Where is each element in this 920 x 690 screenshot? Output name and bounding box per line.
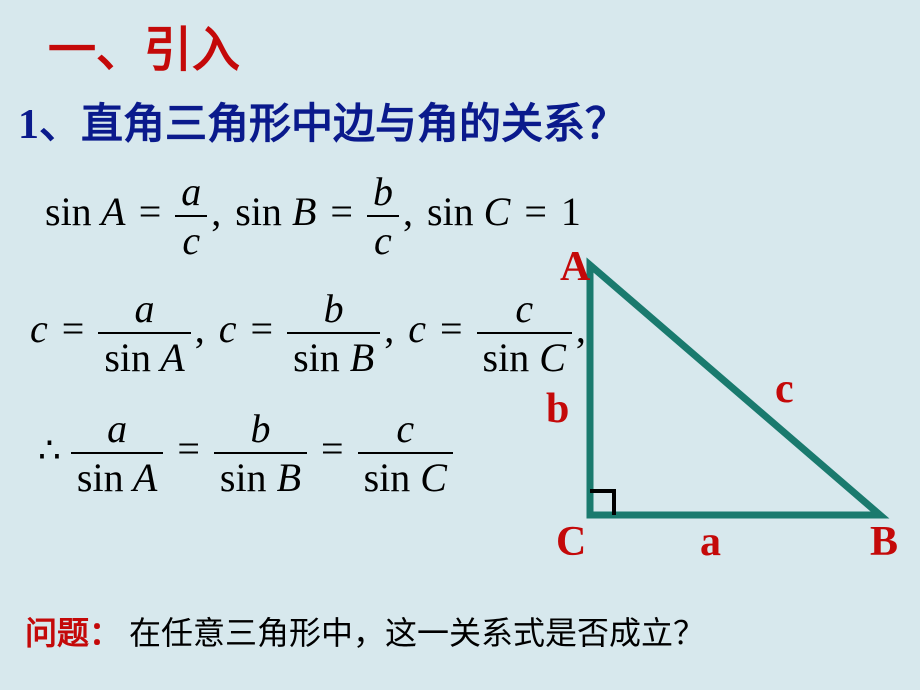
question-text: 在任意三角形中，这一关系式是否成立？	[129, 615, 705, 651]
subsection-heading: 1、直角三角形中边与角的关系？	[18, 90, 627, 151]
var-B: B	[292, 189, 316, 234]
fraction-a-c: a c	[175, 168, 207, 264]
equals: =	[436, 306, 467, 351]
section-title: 一、引入	[48, 10, 240, 80]
equals: =	[58, 306, 89, 351]
equals: =	[173, 426, 204, 471]
fraction-b-c: b c	[367, 168, 399, 264]
sin-text: sin	[235, 189, 282, 234]
var-c: c	[219, 306, 237, 351]
vertex-B-label: B	[870, 518, 898, 566]
equation-line-2: c = a sin A , c = b sin B , c = c sin C …	[30, 285, 590, 381]
fraction-b-sinB: b sin B	[287, 285, 380, 381]
vertex-A-label: A	[560, 243, 590, 291]
fraction-a-sinA: a sin A	[98, 285, 190, 381]
var-c: c	[408, 306, 426, 351]
equals: =	[520, 189, 551, 234]
sin-text: sin	[45, 189, 92, 234]
therefore-symbol: ∴	[38, 430, 61, 470]
equals: =	[135, 189, 166, 234]
side-c-label: c	[775, 365, 794, 413]
side-b-label: b	[546, 385, 569, 433]
equation-line-3: ∴ a sin A = b sin B = c sin C	[38, 405, 453, 501]
vertex-C-label: C	[556, 518, 586, 566]
comma: ,	[207, 189, 225, 234]
sin-text: sin	[427, 189, 474, 234]
const-one: 1	[561, 189, 581, 234]
question-row: 问题： 在任意三角形中，这一关系式是否成立？	[25, 608, 705, 654]
comma: ,	[191, 306, 209, 351]
equals: =	[326, 189, 357, 234]
comma: ,	[399, 189, 417, 234]
slide: 一、引入 1、直角三角形中边与角的关系？ sin A = a c , sin B…	[0, 0, 920, 690]
fraction-b-sinB: b sin B	[214, 405, 307, 501]
equation-line-1: sin A = a c , sin B = b c , sin C = 1	[45, 168, 581, 264]
fraction-a-sinA: a sin A	[71, 405, 163, 501]
equals: =	[247, 306, 278, 351]
comma: ,	[380, 306, 398, 351]
side-a-label: a	[700, 518, 721, 566]
equals: =	[317, 426, 348, 471]
var-C: C	[484, 189, 511, 234]
fraction-c-sinC: c sin C	[358, 405, 453, 501]
var-c: c	[30, 306, 48, 351]
question-label: 问题：	[25, 615, 121, 651]
triangle-svg	[550, 255, 910, 565]
right-triangle-diagram: A B C a b c	[550, 255, 910, 565]
